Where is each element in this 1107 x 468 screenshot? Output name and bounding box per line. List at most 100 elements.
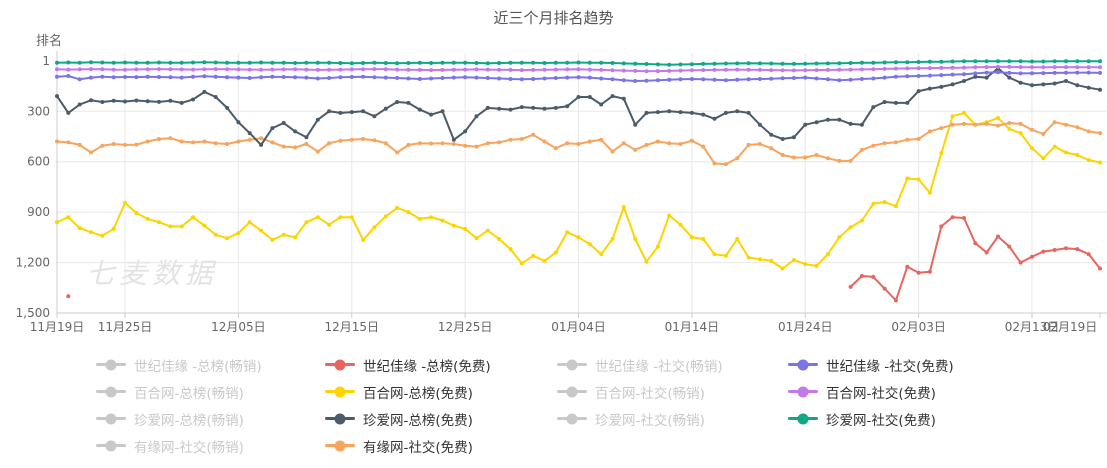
series-point-zhenai-total-free (712, 116, 717, 121)
series-point-shijijiayuan-social-free (984, 70, 989, 75)
legend-item-label: 百合网-总榜(畅销) (134, 385, 244, 402)
legend-item-zhenai-social-free[interactable]: 珍爱网-社交(免费) (788, 405, 954, 432)
series-point-zhenai-total-free (984, 75, 989, 80)
series-point-zhenai-total-free (667, 109, 672, 114)
series-point-shijijiayuan-social-free (746, 77, 751, 82)
series-point-baihe-total-free (814, 263, 819, 268)
series-point-shijijiayuan-social-free (837, 78, 842, 83)
series-point-zhenai-social-free (1075, 59, 1080, 64)
series-point-baihe-total-free (270, 237, 275, 242)
series-point-zhenai-total-free (689, 110, 694, 115)
series-point-zhenai-total-free (281, 121, 286, 125)
series-point-zhenai-total-free (1041, 82, 1046, 87)
series-point-baihe-social-free (77, 67, 82, 72)
series-point-baihe-total-free (519, 261, 524, 266)
series-point-baihe-social-free (780, 68, 785, 73)
series-point-shijijiayuan-social-free (1041, 71, 1046, 76)
series-point-shijijiayuan-total-free (871, 274, 876, 279)
series-point-baihe-social-free (791, 68, 796, 73)
series-point-zhenai-total-free (565, 104, 570, 109)
series-point-zhenai-total-free (1086, 85, 1091, 90)
series-point-youyuan-social-free (508, 137, 513, 142)
series-point-baihe-social-free (66, 67, 71, 72)
legend-item-zhenai-total-free[interactable]: 珍爱网-总榜(免费) (325, 405, 491, 432)
series-point-zhenai-social-free (667, 62, 672, 67)
series-point-shijijiayuan-social-free (463, 75, 468, 80)
series-point-shijijiayuan-social-free (712, 77, 717, 82)
legend-item-baihe-social-bestseller[interactable]: 百合网-社交(畅销) (557, 378, 723, 405)
series-point-baihe-social-free (599, 67, 604, 72)
series-point-youyuan-social-free (678, 142, 683, 146)
legend-item-zhenai-total-bestseller[interactable]: 珍爱网-总榜(畅销) (96, 405, 262, 432)
series-point-baihe-social-free (383, 67, 388, 72)
series-point-zhenai-total-free (633, 122, 638, 127)
series-point-shijijiayuan-social-free (485, 76, 490, 80)
series-point-baihe-total-free (383, 214, 388, 219)
series-point-zhenai-social-free (451, 60, 456, 65)
legend-item-label: 有缘网-社交(免费) (363, 439, 473, 456)
series-point-shijijiayuan-social-free (55, 74, 59, 79)
series-point-zhenai-social-free (338, 61, 343, 65)
x-tick-label: 02月19日 (1043, 320, 1098, 334)
series-point-youyuan-social-free (440, 141, 445, 146)
legend-item-youyuan-social-free[interactable]: 有缘网-社交(免费) (325, 432, 491, 459)
series-point-youyuan-social-free (825, 156, 830, 161)
legend-item-shijijiayuan-social-bestseller[interactable]: 世纪佳缘 -社交(畅销) (557, 351, 723, 378)
series-point-shijijiayuan-total-free (1064, 246, 1068, 251)
legend-item-shijijiayuan-total-free[interactable]: 世纪佳缘 -总榜(免费) (325, 351, 491, 378)
series-point-zhenai-social-free (440, 60, 445, 65)
series-point-youyuan-social-free (89, 150, 93, 155)
series-point-zhenai-social-free (134, 60, 139, 65)
series-point-zhenai-total-free (508, 107, 513, 112)
series-point-zhenai-social-free (962, 59, 966, 64)
series-point-baihe-social-free (1098, 65, 1102, 70)
y-tick-label: 900 (27, 205, 50, 219)
series-point-zhenai-social-free (1007, 59, 1012, 64)
legend-item-baihe-total-free[interactable]: 百合网-总榜(免费) (325, 378, 491, 405)
series-point-baihe-total-free (134, 211, 139, 215)
series-point-youyuan-social-free (644, 142, 649, 147)
series-point-youyuan-social-free (837, 158, 842, 163)
series-point-baihe-social-free (259, 67, 264, 72)
series-point-zhenai-total-free (225, 105, 230, 110)
legend-item-baihe-total-bestseller[interactable]: 百合网-总榜(畅销) (96, 378, 262, 405)
series-point-youyuan-social-free (485, 141, 490, 146)
x-tick-label: 12月15日 (324, 320, 379, 334)
legend-item-shijijiayuan-social-free[interactable]: 世纪佳缘 -社交(免费) (788, 351, 954, 378)
series-point-youyuan-social-free (66, 140, 71, 145)
series-point-zhenai-total-free (1007, 75, 1012, 80)
series-point-shijijiayuan-total-free (1086, 252, 1091, 257)
series-point-zhenai-total-free (825, 117, 830, 122)
series-point-shijijiayuan-social-free (531, 77, 536, 81)
series-point-zhenai-total-free (893, 100, 898, 105)
legend-item-youyuan-social-bestseller[interactable]: 有缘网-社交(畅销) (96, 432, 262, 459)
series-point-zhenai-social-free (293, 61, 298, 65)
series-point-shijijiayuan-total-free (1075, 247, 1080, 252)
series-point-baihe-total-free (825, 252, 830, 257)
series-point-youyuan-social-free (735, 156, 740, 161)
series-point-zhenai-total-free (372, 114, 377, 119)
series-point-youyuan-social-free (123, 142, 127, 147)
series-point-shijijiayuan-social-free (701, 77, 706, 82)
legend-dot-icon (334, 386, 346, 397)
series-point-youyuan-social-free (962, 121, 966, 126)
series-point-baihe-total-free (587, 242, 592, 247)
series-point-baihe-total-free (916, 177, 921, 182)
series-point-baihe-total-free (304, 220, 309, 225)
series-point-zhenai-total-free (451, 137, 456, 142)
legend-item-baihe-social-free[interactable]: 百合网-社交(免费) (788, 378, 954, 405)
legend-item-zhenai-social-bestseller[interactable]: 珍爱网-社交(畅销) (557, 405, 723, 432)
series-point-baihe-total-free (66, 215, 71, 220)
series-point-zhenai-total-free (89, 98, 93, 103)
series-point-baihe-social-free (191, 67, 195, 72)
series-point-baihe-total-free (553, 250, 558, 255)
series-point-zhenai-total-free (134, 98, 139, 103)
series-point-shijijiayuan-social-free (395, 76, 400, 80)
legend-item-shijijiayuan-total-bestseller[interactable]: 世纪佳缘 -总榜(畅销) (96, 351, 262, 378)
series-point-shijijiayuan-social-free (814, 76, 819, 81)
series-point-youyuan-social-free (633, 147, 638, 152)
series-point-baihe-social-free (202, 67, 207, 72)
series-point-zhenai-total-free (927, 86, 932, 91)
series-point-shijijiayuan-social-free (315, 76, 320, 81)
